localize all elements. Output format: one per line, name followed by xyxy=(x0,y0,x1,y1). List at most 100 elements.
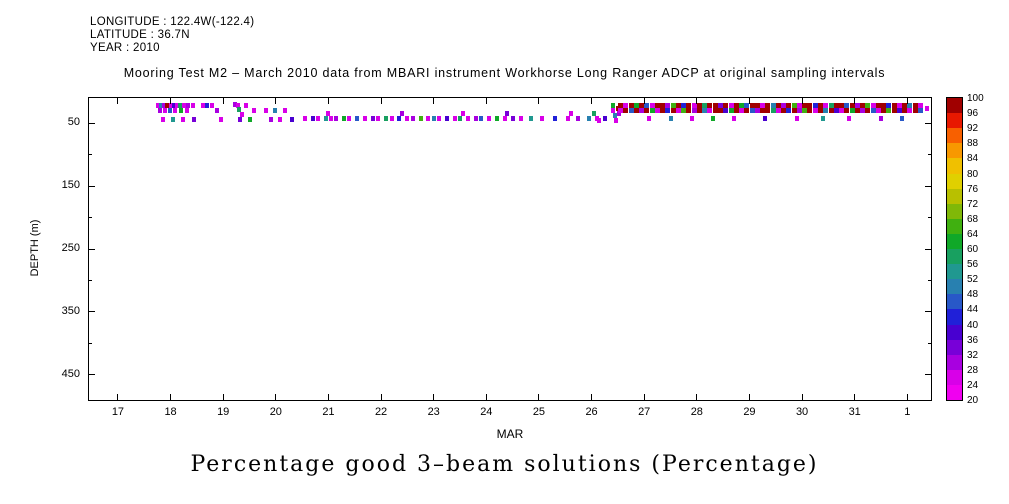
data-cell xyxy=(238,116,243,122)
colorbar-segment xyxy=(947,249,962,265)
data-cell xyxy=(418,115,423,121)
data-cell xyxy=(849,108,855,114)
y-minor-tick-mark xyxy=(928,279,931,281)
data-cell xyxy=(334,115,339,121)
data-cell xyxy=(807,103,813,109)
data-cell xyxy=(765,108,771,114)
data-cell xyxy=(865,103,871,109)
data-cell xyxy=(355,115,360,121)
colorbar-tick-label: 68 xyxy=(967,213,979,225)
plot-area xyxy=(88,97,932,401)
data-cell xyxy=(610,103,615,109)
colorbar-tick-label: 24 xyxy=(967,379,979,391)
y-tick-mark xyxy=(925,311,931,313)
data-cell xyxy=(902,108,908,114)
y-minor-tick-mark xyxy=(928,217,931,219)
data-cell xyxy=(639,103,645,109)
data-cell xyxy=(565,115,570,121)
data-cell xyxy=(821,115,826,121)
data-cell xyxy=(760,108,766,114)
data-cell xyxy=(235,103,240,109)
data-cell xyxy=(860,108,866,114)
data-cell xyxy=(828,108,834,114)
data-cell xyxy=(371,115,376,121)
data-cell xyxy=(178,103,183,109)
y-minor-tick-mark xyxy=(928,342,931,344)
data-cell xyxy=(613,118,618,124)
data-cell xyxy=(907,103,913,109)
colorbar-segment xyxy=(947,384,962,401)
x-tick-mark xyxy=(643,98,645,104)
data-cell xyxy=(896,103,902,109)
y-tick-mark xyxy=(925,185,931,187)
x-tick-mark xyxy=(538,394,540,400)
data-cell xyxy=(749,103,755,109)
colorbar-tick-label: 100 xyxy=(967,93,984,104)
data-cell xyxy=(586,115,591,121)
x-tick-mark xyxy=(170,98,172,104)
data-cell xyxy=(718,103,723,109)
x-tick-mark xyxy=(591,394,593,400)
data-cell xyxy=(886,103,892,109)
data-cell xyxy=(833,108,839,114)
data-cell xyxy=(881,108,887,114)
data-cell xyxy=(654,103,660,109)
data-cell xyxy=(460,110,465,116)
data-cell xyxy=(686,103,692,109)
data-cell xyxy=(205,103,210,109)
data-cell xyxy=(179,108,184,114)
x-tick-mark xyxy=(222,394,224,400)
data-cell xyxy=(310,115,315,121)
data-cell xyxy=(870,108,876,114)
data-cell xyxy=(870,103,876,109)
data-cell xyxy=(272,108,277,114)
data-cell xyxy=(744,108,750,114)
x-tick-label: 30 xyxy=(795,406,809,418)
y-tick-label: 150 xyxy=(61,179,80,192)
data-cell xyxy=(161,116,166,122)
data-cell xyxy=(900,115,905,121)
colorbar-segment xyxy=(947,354,962,371)
data-cell xyxy=(594,115,599,121)
colorbar-segment xyxy=(947,294,962,310)
data-cell xyxy=(839,103,845,109)
data-cell xyxy=(660,103,666,109)
x-tick-label: 22 xyxy=(374,406,388,418)
data-cell xyxy=(644,103,650,109)
x-tick-mark xyxy=(801,98,803,104)
data-cell xyxy=(623,103,629,109)
data-cell xyxy=(896,108,902,114)
chart-title: Mooring Test M2 – March 2010 data from M… xyxy=(123,66,886,80)
y-tick-mark xyxy=(89,248,95,250)
data-cell xyxy=(170,116,175,122)
data-cell xyxy=(891,108,897,114)
data-cell xyxy=(796,103,802,109)
data-cell xyxy=(431,115,436,121)
data-cell xyxy=(702,103,708,109)
data-cell xyxy=(875,103,881,109)
data-cell xyxy=(839,108,845,114)
data-cell xyxy=(410,115,415,121)
data-cell xyxy=(518,115,523,121)
data-cell xyxy=(347,115,352,121)
data-cell xyxy=(436,115,441,121)
data-cell xyxy=(400,110,405,116)
data-cell xyxy=(458,115,462,121)
colorbar-tick-label: 20 xyxy=(967,395,979,406)
data-cell xyxy=(849,103,855,109)
colorbar-tick-label: 36 xyxy=(967,334,979,346)
x-tick-mark xyxy=(117,394,119,400)
data-cell xyxy=(723,103,729,109)
data-cell xyxy=(363,115,368,121)
data-cell xyxy=(452,115,457,121)
data-cell xyxy=(568,110,573,116)
x-tick-label: 29 xyxy=(743,406,756,418)
data-cell xyxy=(707,103,713,109)
x-tick-label: 24 xyxy=(480,406,493,418)
data-cell xyxy=(754,108,760,114)
data-cell xyxy=(675,108,681,114)
x-tick-label: 17 xyxy=(111,406,125,418)
x-tick-mark xyxy=(275,394,277,400)
colorbar-tick-label: 48 xyxy=(967,289,979,301)
